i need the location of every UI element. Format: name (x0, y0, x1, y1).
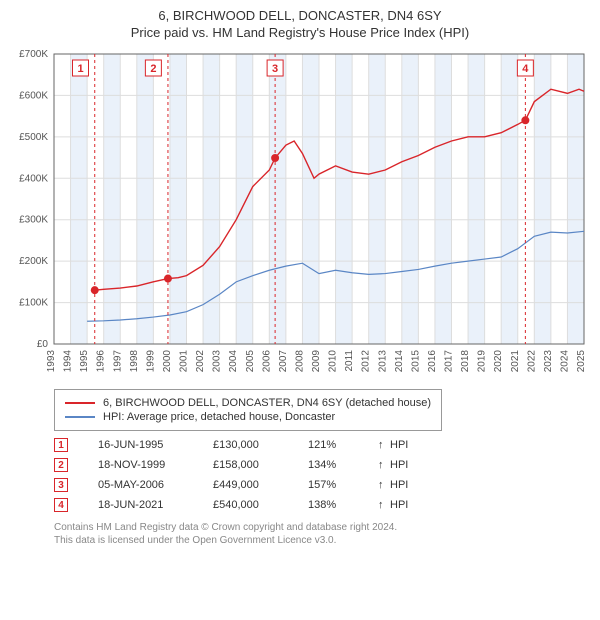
up-arrow-icon: ↑ (378, 439, 390, 451)
svg-text:£200K: £200K (19, 256, 48, 267)
svg-text:1996: 1996 (96, 350, 107, 373)
sale-percent: 138% (308, 499, 378, 511)
sale-date: 18-JUN-2021 (98, 499, 213, 511)
svg-text:3: 3 (272, 63, 278, 75)
title-address: 6, BIRCHWOOD DELL, DONCASTER, DN4 6SY (8, 8, 592, 23)
legend-row: 6, BIRCHWOOD DELL, DONCASTER, DN4 6SY (d… (65, 396, 431, 410)
sale-hpi-label: HPI (390, 479, 408, 491)
legend-swatch (65, 402, 95, 404)
sale-price: £158,000 (213, 459, 308, 471)
sale-hpi-label: HPI (390, 499, 408, 511)
legend-row: HPI: Average price, detached house, Donc… (65, 410, 431, 424)
sale-price: £130,000 (213, 439, 308, 451)
chart-container: £0 £100K £200K £300K £400K £500K £600K £700K 199… (8, 46, 592, 381)
svg-text:2018: 2018 (460, 350, 471, 373)
svg-text:2007: 2007 (278, 350, 289, 373)
sale-percent: 157% (308, 479, 378, 491)
title-subtitle: Price paid vs. HM Land Registry's House … (8, 25, 592, 40)
sale-hpi-label: HPI (390, 439, 408, 451)
svg-text:4: 4 (522, 63, 529, 75)
svg-text:£700K: £700K (19, 49, 48, 60)
svg-text:2010: 2010 (328, 350, 339, 373)
sale-date: 05-MAY-2006 (98, 479, 213, 491)
chart-title: 6, BIRCHWOOD DELL, DONCASTER, DN4 6SY Pr… (8, 8, 592, 40)
svg-text:2: 2 (150, 63, 156, 75)
svg-text:2022: 2022 (526, 350, 537, 373)
svg-text:£400K: £400K (19, 173, 48, 184)
sales-table: 116-JUN-1995£130,000121%↑HPI218-NOV-1999… (54, 435, 592, 515)
legend: 6, BIRCHWOOD DELL, DONCASTER, DN4 6SY (d… (54, 389, 442, 431)
sales-row: 4 18-JUN-2021£540,000138%↑HPI (54, 495, 592, 515)
footer-line2: This data is licensed under the Open Gov… (54, 534, 592, 547)
svg-text:2016: 2016 (427, 350, 438, 373)
svg-text:2017: 2017 (444, 350, 455, 373)
legend-label: 6, BIRCHWOOD DELL, DONCASTER, DN4 6SY (d… (103, 397, 431, 409)
svg-text:2013: 2013 (377, 350, 388, 373)
svg-text:1994: 1994 (63, 350, 74, 373)
legend-label: HPI: Average price, detached house, Donc… (103, 411, 335, 423)
svg-text:2023: 2023 (543, 350, 554, 373)
svg-text:2011: 2011 (344, 350, 355, 372)
svg-text:1998: 1998 (129, 350, 140, 373)
svg-text:2000: 2000 (162, 350, 173, 373)
footer-attribution: Contains HM Land Registry data © Crown c… (54, 521, 592, 547)
svg-text:1: 1 (77, 63, 83, 75)
footer-line1: Contains HM Land Registry data © Crown c… (54, 521, 592, 534)
sale-percent: 121% (308, 439, 378, 451)
svg-text:£500K: £500K (19, 132, 48, 143)
sale-price: £540,000 (213, 499, 308, 511)
sale-marker: 2 (54, 458, 68, 472)
svg-text:1997: 1997 (112, 350, 123, 373)
sale-marker: 3 (54, 478, 68, 492)
svg-text:£0: £0 (37, 339, 49, 350)
svg-text:2008: 2008 (294, 350, 305, 373)
svg-text:£100K: £100K (19, 298, 48, 309)
sale-marker: 4 (54, 498, 68, 512)
price-chart: £0 £100K £200K £300K £400K £500K £600K £700K 199… (8, 46, 592, 376)
up-arrow-icon: ↑ (378, 459, 390, 471)
svg-text:2021: 2021 (510, 350, 521, 373)
svg-text:2014: 2014 (394, 350, 405, 373)
sales-row: 1 16-JUN-1995£130,000121%↑HPI (54, 435, 592, 455)
sale-hpi-label: HPI (390, 459, 408, 471)
svg-text:1999: 1999 (145, 350, 156, 373)
svg-text:£600K: £600K (19, 90, 48, 101)
sales-row: 3 05-MAY-2006£449,000157%↑HPI (54, 475, 592, 495)
sale-date: 18-NOV-1999 (98, 459, 213, 471)
sale-date: 16-JUN-1995 (98, 439, 213, 451)
svg-text:£300K: £300K (19, 215, 48, 226)
sales-row: 2 18-NOV-1999£158,000134%↑HPI (54, 455, 592, 475)
sale-percent: 134% (308, 459, 378, 471)
svg-text:2025: 2025 (576, 350, 587, 373)
svg-text:2012: 2012 (361, 350, 372, 373)
sale-price: £449,000 (213, 479, 308, 491)
svg-text:2009: 2009 (311, 350, 322, 373)
svg-text:2005: 2005 (245, 350, 256, 373)
sale-marker: 1 (54, 438, 68, 452)
svg-text:2015: 2015 (410, 350, 421, 373)
svg-text:1993: 1993 (46, 350, 57, 373)
svg-text:2020: 2020 (493, 350, 504, 373)
svg-text:2004: 2004 (228, 350, 239, 373)
svg-text:1995: 1995 (79, 350, 90, 373)
svg-text:2019: 2019 (477, 350, 488, 373)
svg-text:2001: 2001 (179, 350, 190, 373)
svg-text:2003: 2003 (212, 350, 223, 373)
svg-text:2024: 2024 (559, 350, 570, 373)
up-arrow-icon: ↑ (378, 479, 390, 491)
svg-text:2006: 2006 (261, 350, 272, 373)
svg-text:2002: 2002 (195, 350, 206, 373)
up-arrow-icon: ↑ (378, 499, 390, 511)
legend-swatch (65, 416, 95, 418)
